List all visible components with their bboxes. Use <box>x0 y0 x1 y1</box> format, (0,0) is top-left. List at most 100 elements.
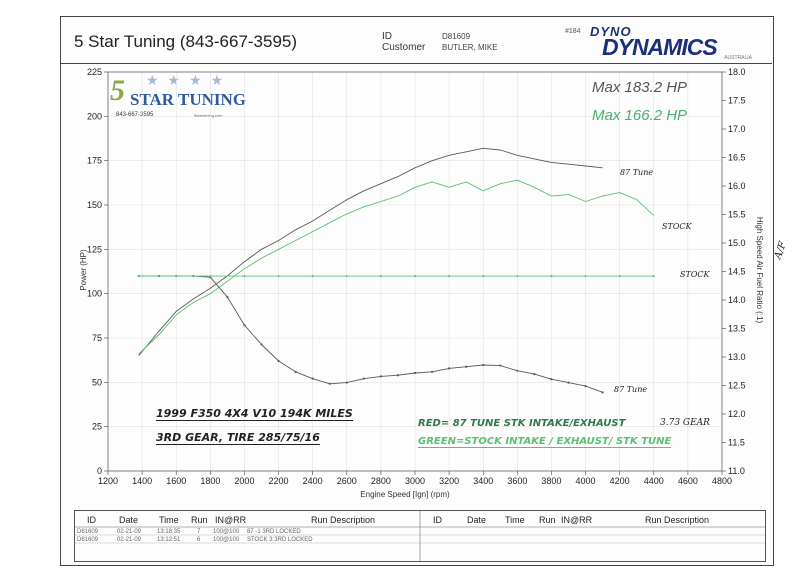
stock-top-note: STOCK <box>662 222 692 231</box>
series-point <box>379 274 382 278</box>
vehicle-note-2: 3RD GEAR, TIRE 285/75/16 <box>156 431 320 445</box>
series-point <box>311 274 314 278</box>
row2-id: D81609 <box>77 537 99 543</box>
brand-top: DYNO <box>590 24 632 39</box>
row1-run: 7 <box>197 529 201 535</box>
series-line <box>138 179 655 355</box>
row2-run: 6 <box>197 537 201 543</box>
col-inrr-2: IN@RR <box>561 515 593 525</box>
row1-inrr: 100@100 <box>213 529 240 535</box>
y-tick-label: 25 <box>92 422 102 432</box>
series-point <box>448 274 451 278</box>
series-point <box>550 378 553 381</box>
y2-axis-label: High Speed Air Fuel Ratio (:1) <box>755 217 764 324</box>
logo-five: 5 <box>110 74 125 107</box>
y-tick-label: 75 <box>92 333 102 343</box>
x-tick-label: 3600 <box>507 476 527 486</box>
series-point <box>550 274 553 278</box>
series-point <box>499 364 502 367</box>
series-point <box>209 274 212 278</box>
customer-label: Customer <box>382 42 426 53</box>
dyno-dynamics-logo: DYNO DYNAMICS AUSTRALIA <box>586 24 766 62</box>
run-number: #184 <box>565 28 581 35</box>
tune87-top-note: 87 Tune <box>620 168 654 177</box>
col-id: ID <box>87 515 96 525</box>
y-tick-label: 200 <box>87 111 102 121</box>
series-point <box>226 296 229 299</box>
chart-axes: 1200 1400 1600 1800 2000 2200 2400 2600 2800 3000… <box>87 67 746 486</box>
y-tick-label: 150 <box>87 200 102 210</box>
stars-icon: ★★★★ <box>146 72 233 88</box>
y2-tick-label: 16.5 <box>728 153 746 163</box>
y2-tick-label: 11.0 <box>728 466 745 476</box>
row2-date: 02-21-09 <box>117 537 142 543</box>
row1-date: 02-21-09 <box>117 529 142 535</box>
max-red-label: Max 183.2 HP <box>592 79 688 96</box>
series-line <box>138 275 603 393</box>
col-time: Time <box>159 515 179 525</box>
table-grid <box>75 511 765 561</box>
col-inrr: IN@RR <box>215 515 247 525</box>
series-point <box>652 274 655 278</box>
y-tick-label: 50 <box>92 377 102 387</box>
y-tick-label: 125 <box>87 244 102 254</box>
series-point <box>345 274 348 278</box>
y2-tick-label: 18.0 <box>728 67 746 77</box>
series-point <box>465 365 468 368</box>
y-tick-label: 175 <box>87 156 102 166</box>
x-axis-label: Engine Speed [Ign] (rpm) <box>360 490 450 499</box>
series-point <box>533 373 536 376</box>
shop-name: 5 Star Tuning (843-667-3595) <box>74 32 298 51</box>
series-point <box>482 274 485 278</box>
series-point <box>243 323 246 327</box>
col-id-2: ID <box>433 515 442 525</box>
col-run: Run <box>191 515 208 525</box>
x-tick-label: 4800 <box>712 476 732 486</box>
x-tick-label: 2600 <box>337 476 357 486</box>
tune87-afr-note: 87 Tune <box>614 385 648 394</box>
five-star-tuning-logo: ★★★★ 5 STAR TUNING 843-667-3595 5startun… <box>110 72 260 124</box>
row1-id: D81609 <box>77 529 99 535</box>
legend-green-note: GREEN=STOCK INTAKE / EXHAUST/ STK TUNE <box>418 436 672 448</box>
series-point <box>567 381 570 384</box>
customer-value: BUTLER, MIKE <box>442 43 498 52</box>
y2-tick-label: 17.5 <box>728 96 746 106</box>
x-tick-label: 4600 <box>678 476 698 486</box>
series-point <box>379 375 382 378</box>
y2-tick-label: 12.5 <box>728 381 746 391</box>
id-value: D81609 <box>442 32 471 41</box>
x-tick-label: 4400 <box>644 476 664 486</box>
run-table: ID Date Time Run IN@RR Run Description I… <box>74 510 766 562</box>
chart-series <box>137 147 655 394</box>
gear-note: 3.73 GEAR <box>660 418 710 428</box>
series-point <box>243 274 246 278</box>
dyno-sheet <box>60 16 774 566</box>
row2-desc: STOCK 3 3RD LOCKED <box>247 537 313 543</box>
x-tick-label: 3400 <box>473 476 493 486</box>
row2-inrr: 100@100 <box>213 537 240 543</box>
series-point <box>413 371 417 375</box>
y-axis-label: Power (HP) <box>79 249 88 291</box>
x-tick-label: 4200 <box>610 476 630 486</box>
id-label: ID <box>382 31 392 42</box>
col-run-2: Run <box>539 515 556 525</box>
logo-url: 5startuning.com <box>194 113 223 118</box>
series-point <box>311 377 314 380</box>
y2-tick-label: 11.5 <box>728 438 745 448</box>
series-point <box>277 274 280 278</box>
logo-phone: 843-667-3595 <box>116 112 154 118</box>
x-tick-label: 1800 <box>200 476 220 486</box>
stock-afr-note: STOCK <box>680 270 710 279</box>
y2-tick-label: 13.0 <box>728 352 746 362</box>
col-time-2: Time <box>505 515 525 525</box>
y2-tick-label: 13.5 <box>728 324 746 334</box>
series-point <box>328 382 331 385</box>
col-desc: Run Description <box>311 515 376 525</box>
series-point <box>396 374 400 377</box>
x-tick-label: 2800 <box>371 476 391 486</box>
series-point <box>137 274 140 278</box>
series-point <box>516 369 519 372</box>
legend-red-note: RED= 87 TUNE STK INTAKE/EXHAUST <box>418 418 626 429</box>
y2-tick-label: 17.0 <box>728 124 746 134</box>
